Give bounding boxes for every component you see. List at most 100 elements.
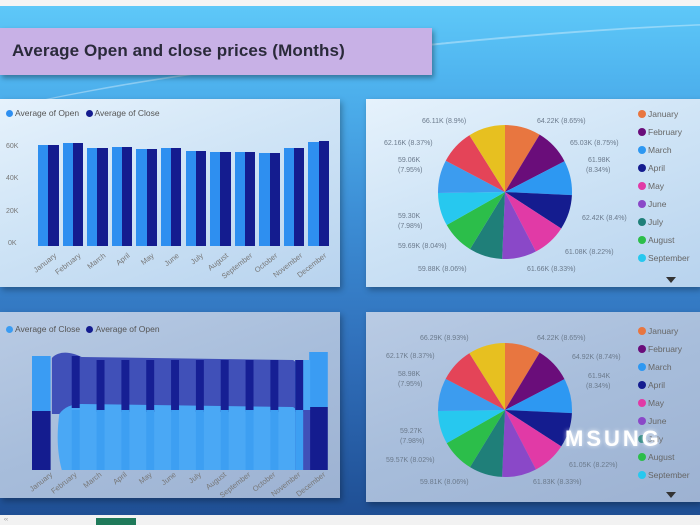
ribbon-chart-visual[interactable]: Average of Close Average of Open January… [0, 312, 340, 500]
active-page-tab[interactable] [96, 518, 136, 525]
pie-slice-january[interactable] [505, 125, 540, 192]
bar-close[interactable] [244, 152, 256, 246]
ribbon-stripe-open[interactable] [171, 360, 180, 412]
bar-group-october[interactable] [259, 129, 280, 246]
pie-slice-august[interactable] [446, 410, 505, 468]
ribbon-stripe-open[interactable] [220, 360, 229, 412]
pie-slice-november[interactable] [445, 353, 505, 410]
legend-item-august[interactable]: August [638, 231, 690, 249]
pie-chart-visual-2[interactable]: 64.22K (8.65%) 64.92K (8.74%) 61.94K (8.34%… [366, 312, 700, 502]
clustered-bar-chart-visual[interactable]: Average of Open Average of Close 60K 40K… [0, 99, 340, 287]
ribbon-stripe-close[interactable] [270, 410, 279, 470]
ribbon-stripe-close[interactable] [146, 410, 155, 470]
legend-item-august[interactable]: August [638, 448, 690, 466]
bar-group-september[interactable] [234, 129, 256, 246]
pie-slice-march[interactable] [505, 379, 572, 414]
pie-slice-february[interactable] [505, 134, 565, 192]
bar-open[interactable] [38, 144, 49, 246]
bar-close[interactable] [72, 143, 84, 246]
pie-slice-april[interactable] [505, 192, 572, 229]
bar-close[interactable] [122, 147, 133, 246]
bar-group-december[interactable] [308, 129, 329, 246]
legend-item-july[interactable]: July [638, 213, 690, 231]
ribbon-stripe-open[interactable] [146, 360, 155, 412]
pie-slice-december[interactable] [469, 343, 505, 410]
legend-item-march[interactable]: March [638, 358, 690, 376]
pie-slice-october[interactable] [438, 378, 505, 412]
bar-open[interactable] [111, 147, 123, 246]
bar-group-april[interactable] [111, 129, 133, 246]
ribbon-jan-open[interactable] [32, 411, 51, 470]
legend-item-september[interactable]: September [638, 466, 690, 484]
pie-slice-january[interactable] [505, 343, 540, 410]
bar-group-january[interactable] [38, 129, 59, 246]
bar-open[interactable] [259, 152, 270, 246]
bar-group-july[interactable] [185, 129, 207, 246]
ribbon-close-band[interactable] [57, 404, 301, 470]
legend-scroll-down-icon[interactable] [666, 277, 676, 283]
legend-item-april[interactable]: April [638, 159, 690, 177]
bar-open[interactable] [308, 141, 319, 246]
pie-slice-august[interactable] [446, 192, 505, 250]
bar-open[interactable] [136, 149, 147, 246]
pie-slice-september[interactable] [438, 410, 505, 444]
legend-item-january[interactable]: January [638, 322, 690, 340]
bar-open[interactable] [185, 151, 196, 246]
legend-item-july[interactable]: July [638, 430, 690, 448]
ribbon-stripe-open[interactable] [295, 360, 304, 412]
legend-item-april[interactable]: April [638, 376, 690, 394]
legend-item-june[interactable]: June [638, 195, 690, 213]
title-card[interactable]: Average Open and close prices (Months) [0, 28, 432, 75]
ribbon-stripe-close[interactable] [171, 410, 180, 470]
pie-chart-visual-1[interactable]: 64.22K (8.65%) 65.03K (8.75%) 61.98K (8.34%… [366, 99, 700, 287]
legend-item-may[interactable]: May [638, 177, 690, 195]
ribbon-jan-close[interactable] [32, 356, 51, 411]
bar-group-november[interactable] [283, 129, 305, 246]
pie-slice-may[interactable] [505, 192, 562, 252]
bar-group-march[interactable] [87, 129, 108, 246]
bar-close[interactable] [171, 148, 182, 246]
bar-group-august[interactable] [210, 129, 231, 246]
pie-slice-december[interactable] [469, 125, 505, 192]
legend-item-september[interactable]: September [638, 249, 690, 267]
bar-group-june[interactable] [160, 129, 182, 246]
bar-close[interactable] [48, 144, 59, 246]
legend-item-february[interactable]: February [638, 340, 690, 358]
pie-slice-october[interactable] [438, 160, 505, 193]
bar-close[interactable] [97, 148, 108, 246]
legend-item-close[interactable]: Average of Close [85, 108, 160, 118]
nav-icon[interactable]: ‹‹ [4, 517, 8, 523]
bar-close[interactable] [220, 151, 231, 246]
bar-close[interactable] [269, 152, 280, 246]
bar-open[interactable] [87, 147, 98, 246]
pie-slice-april[interactable] [505, 410, 572, 447]
pie-slice-march[interactable] [505, 161, 572, 196]
legend-item-open[interactable]: Average of Open [6, 108, 79, 118]
pie-slice-july[interactable] [469, 192, 505, 259]
ribbon-dec-close[interactable] [309, 352, 328, 407]
bar-open[interactable] [62, 143, 73, 246]
legend-item-june[interactable]: June [638, 412, 690, 430]
ribbon-stripe-open[interactable] [245, 360, 254, 412]
legend-item-february[interactable]: February [638, 123, 690, 141]
bar-close[interactable] [146, 149, 157, 246]
bar-open[interactable] [210, 151, 221, 246]
ribbon-dec-open[interactable] [309, 407, 328, 470]
bar-open[interactable] [160, 148, 172, 246]
ribbon-stripe-open[interactable] [121, 360, 130, 412]
bar-group-february[interactable] [62, 129, 84, 246]
ribbon-stripe-close[interactable] [295, 410, 304, 470]
pie-slice-may[interactable] [505, 410, 562, 470]
ribbon-stripe-close[interactable] [195, 410, 204, 470]
legend-item-january[interactable]: January [638, 105, 690, 123]
ribbon-stripe-open[interactable] [270, 360, 279, 412]
bar-group-may[interactable] [136, 129, 157, 246]
pie-slice-february[interactable] [505, 352, 565, 410]
pie-slice-july[interactable] [469, 410, 505, 477]
ribbon-stripe-close[interactable] [96, 410, 105, 470]
ribbon-stripe-open[interactable] [195, 360, 204, 412]
ribbon-stripe-close[interactable] [220, 410, 229, 470]
bar-close[interactable] [318, 141, 329, 246]
legend-item-march[interactable]: March [638, 141, 690, 159]
ribbon-stripe-close[interactable] [121, 410, 130, 470]
